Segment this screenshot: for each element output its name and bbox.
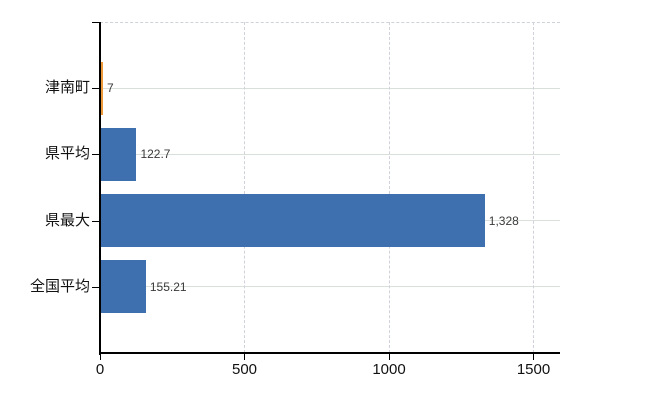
y-axis-top-tick [92, 22, 99, 23]
x-tick [533, 354, 534, 360]
bar-2 [101, 194, 485, 248]
y-axis-line [99, 22, 101, 355]
category-label-2: 県最大 [44, 211, 90, 229]
category-label-3: 全国平均 [29, 277, 90, 295]
category-label-1: 県平均 [44, 145, 90, 163]
bar-value-label: 7 [107, 81, 114, 96]
x-tick [388, 354, 390, 360]
x-tick-label-0: 0 [95, 361, 105, 378]
x-tick-label-3: 1500 [516, 361, 551, 378]
bar-value-label: 122.7 [140, 147, 171, 162]
bar-1 [101, 127, 137, 181]
h-gridline [100, 153, 560, 155]
bar-value-label: 155.21 [149, 279, 187, 294]
bar-3 [101, 260, 146, 314]
v-gridline [533, 22, 534, 353]
x-tick [244, 354, 245, 360]
x-tick-label-2: 1000 [372, 361, 406, 378]
y-tick [92, 88, 99, 90]
x-tick-label-1: 500 [231, 361, 258, 378]
bar-value-label: 1,328 [488, 213, 519, 228]
y-tick [92, 286, 99, 288]
y-tick [92, 220, 99, 222]
x-axis-line [99, 352, 560, 354]
plot-top-border [100, 22, 560, 23]
bar-0 [101, 61, 104, 115]
y-tick [92, 154, 99, 156]
v-gridline [244, 22, 245, 353]
x-tick [99, 354, 101, 360]
h-gridline [100, 286, 560, 288]
h-gridline [100, 87, 560, 89]
v-gridline [388, 22, 390, 353]
category-label-0: 津南町 [44, 79, 90, 97]
